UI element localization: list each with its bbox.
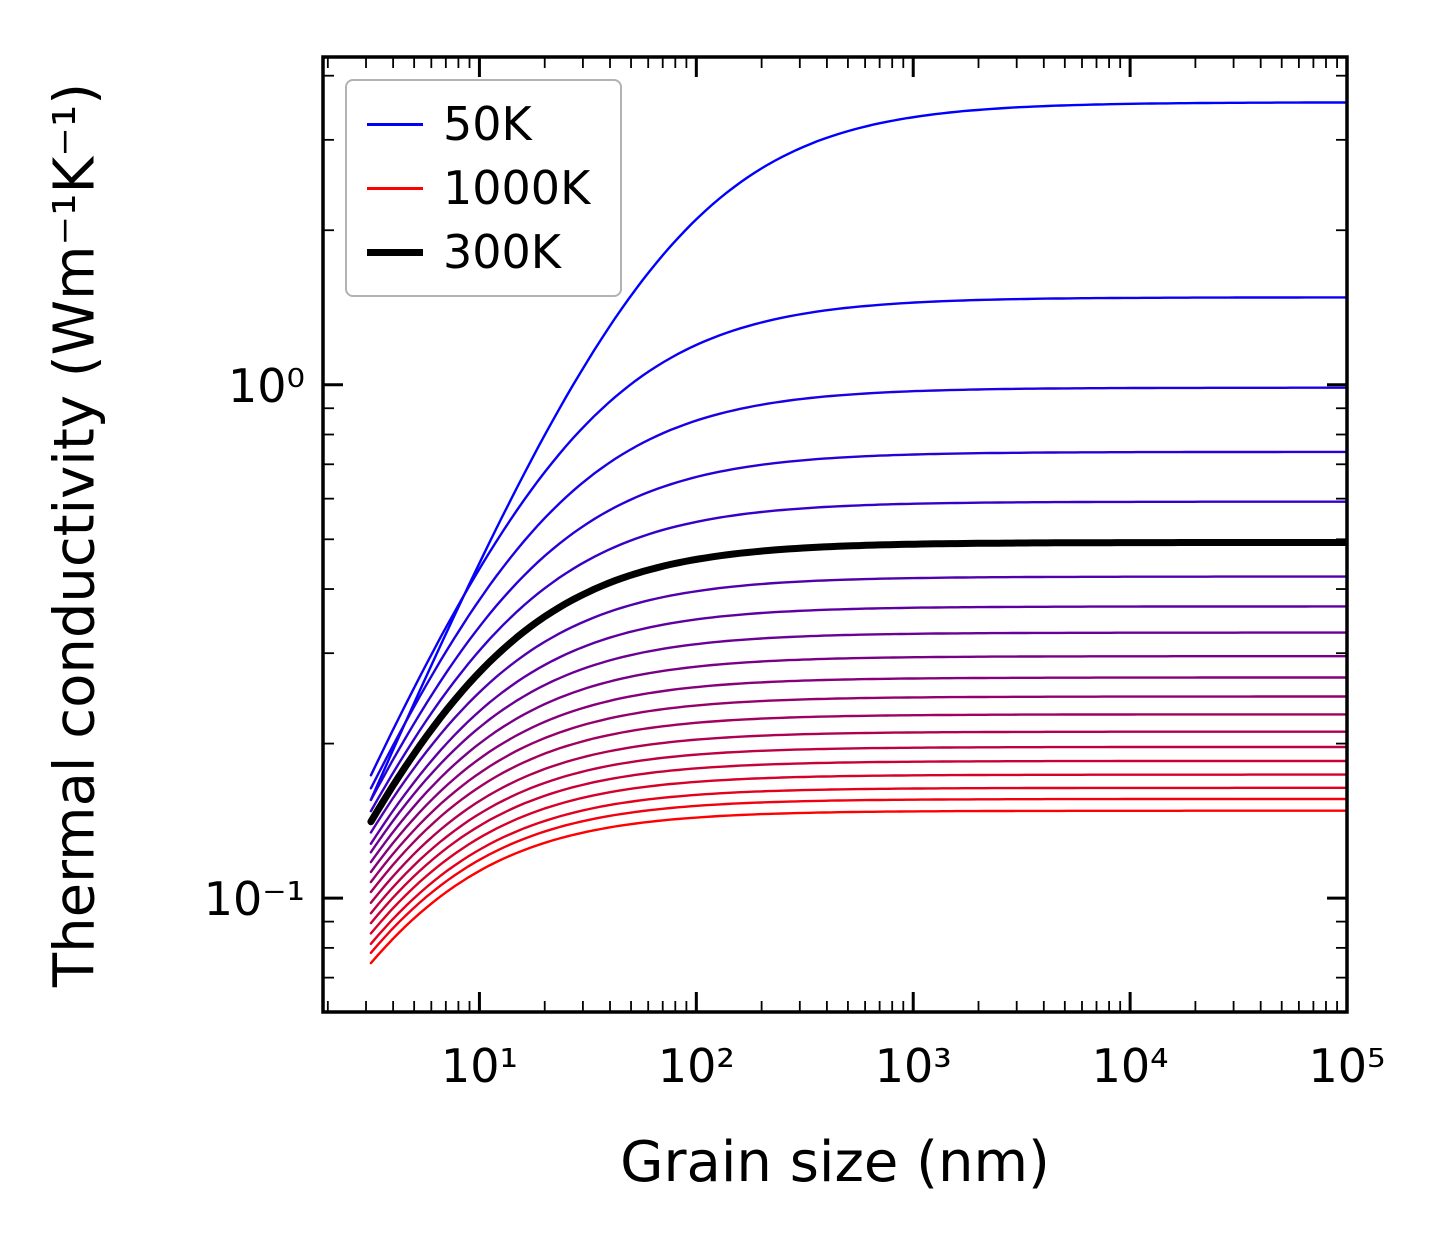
y-tick-label: 10⁻¹	[204, 872, 305, 926]
series-line-350K	[369, 575, 1347, 834]
series-line-750K	[369, 745, 1347, 915]
legend-line-sample	[367, 186, 423, 190]
series-line-950K	[369, 797, 1347, 954]
y-axis-label: Thermal conductivity (Wm⁻¹K⁻¹)	[42, 82, 108, 988]
series-line-250K	[369, 500, 1347, 813]
series-line-300K	[367, 539, 1347, 826]
series-line-150K	[369, 386, 1347, 790]
series-line-200K	[369, 450, 1347, 802]
series-line-900K	[369, 786, 1347, 945]
series-line-650K	[369, 713, 1347, 894]
x-tick-label: 10³	[875, 1039, 952, 1093]
series-line-850K	[369, 773, 1347, 935]
legend: 50K 1000K 300K	[345, 79, 623, 297]
legend-label: 50K	[443, 97, 532, 151]
legend-line-sample	[367, 248, 423, 256]
series-line-550K	[369, 676, 1347, 874]
series-line-700K	[369, 730, 1347, 904]
x-tick-label: 10²	[658, 1039, 735, 1093]
series-line-400K	[369, 605, 1347, 845]
series-line-50K	[369, 101, 1347, 801]
x-tick-label: 10⁵	[1309, 1039, 1386, 1093]
legend-line-sample	[367, 122, 423, 126]
series-line-100K	[369, 296, 1347, 777]
x-axis-label: Grain size (nm)	[620, 1130, 1050, 1195]
x-tick-label: 10¹	[441, 1039, 518, 1093]
series-line-1000K	[369, 809, 1347, 965]
x-tick-label: 10⁴	[1092, 1039, 1169, 1093]
axes-spines	[321, 55, 1349, 1014]
series-line-600K	[369, 695, 1347, 884]
legend-item-1000K: 1000K	[367, 161, 590, 215]
legend-label: 1000K	[443, 161, 591, 215]
legend-label: 300K	[443, 225, 561, 279]
legend-item-300K: 300K	[367, 225, 590, 279]
series-group	[367, 101, 1347, 965]
series-line-800K	[369, 759, 1347, 925]
series-line-450K	[369, 631, 1347, 854]
legend-item-50K: 50K	[367, 97, 590, 151]
series-line-500K	[369, 655, 1347, 864]
y-tick-label: 10⁰	[228, 359, 305, 413]
